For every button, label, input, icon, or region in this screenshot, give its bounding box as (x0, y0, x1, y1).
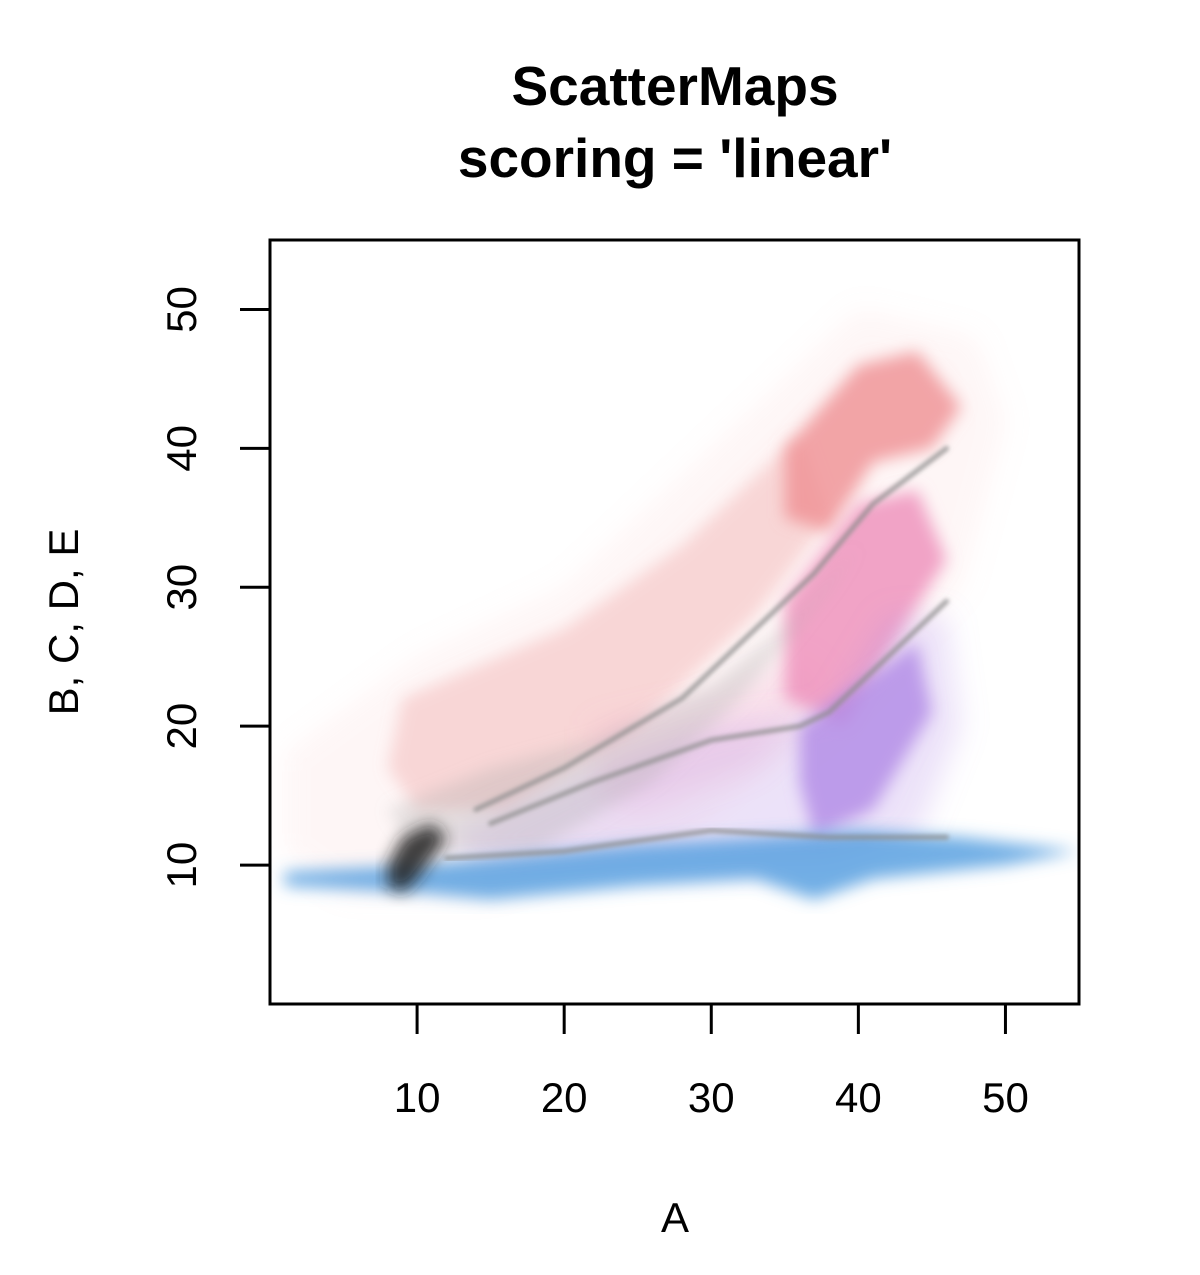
boundary-line-0 (444, 827, 950, 861)
x-axis-title: A (661, 1194, 689, 1241)
density-region-4 (784, 490, 947, 727)
y-axis: 10 20 30 40 50 (158, 286, 270, 888)
density-regions (284, 309, 1079, 900)
y-axis-title: B, C, D, E (40, 529, 87, 716)
density-region-8 (284, 830, 1079, 900)
density-region-6 (799, 642, 932, 838)
plot-frame (268, 238, 1081, 1006)
x-tick-label: 10 (394, 1074, 441, 1121)
density-region-1 (387, 434, 829, 810)
boundary-line-2 (473, 445, 950, 812)
x-tick-label: 50 (982, 1074, 1029, 1121)
x-axis: 10 20 30 40 50 (394, 1004, 1029, 1121)
y-tick-label: 40 (158, 425, 205, 472)
x-tick-label: 20 (541, 1074, 588, 1121)
density-region-7 (387, 545, 859, 852)
y-tick-label: 10 (158, 842, 205, 889)
density-region-2 (784, 351, 962, 532)
chart-title: ScatterMaps (511, 55, 838, 117)
y-tick-label: 30 (158, 564, 205, 611)
boundary-line-1 (488, 598, 950, 826)
density-region-9 (387, 823, 447, 893)
class-boundaries (444, 445, 950, 861)
y-tick-label: 50 (158, 286, 205, 333)
x-tick-label: 30 (688, 1074, 735, 1121)
x-tick-label: 40 (835, 1074, 882, 1121)
chart-subtitle: scoring = 'linear' (458, 127, 892, 189)
y-tick-label: 20 (158, 703, 205, 750)
